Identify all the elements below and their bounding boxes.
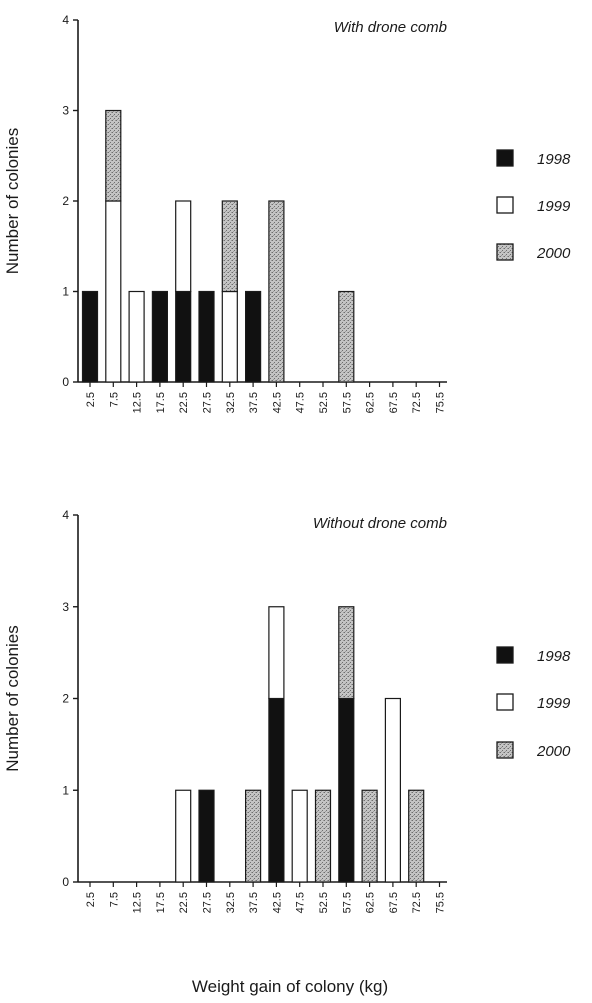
x-tick-label: 27.5 [202, 892, 214, 913]
bar-1999-32-5 [221, 290, 238, 383]
bar-2000-57-5 [338, 606, 355, 700]
x-tick-label: 75.5 [435, 392, 447, 413]
bar-1999-47-5 [291, 789, 308, 883]
x-tick-label: 67.5 [388, 392, 400, 413]
bar-1999-67-5 [384, 697, 401, 883]
x-tick-label: 32.5 [225, 892, 237, 913]
x-tick-label: 37.5 [248, 392, 260, 413]
x-tick-label: 75.5 [435, 892, 447, 913]
legend-swatch-2000 [496, 741, 514, 759]
x-tick-label: 62.5 [365, 392, 377, 413]
legend-swatch-2000 [496, 243, 514, 261]
bar-2000-7-5 [105, 109, 122, 202]
x-tick-label: 52.5 [318, 392, 330, 413]
bar-2000-57-5 [338, 290, 355, 383]
x-tick-label: 72.5 [411, 892, 423, 913]
bar-1998-22-5 [175, 290, 192, 383]
y-tick-label: 4 [62, 13, 69, 27]
x-tick-label: 12.5 [132, 392, 144, 413]
x-tick-label: 37.5 [248, 892, 260, 913]
x-tick-label: 57.5 [341, 892, 353, 913]
x-tick-label: 7.5 [108, 392, 120, 407]
legend-label-1998: 1998 [537, 648, 571, 665]
x-tick-label: 2.5 [85, 892, 97, 907]
bar-1998-27-5 [198, 290, 215, 383]
panel-title: Without drone comb [313, 515, 447, 532]
bar-2000-62-5 [361, 789, 378, 883]
legend-label-2000: 2000 [536, 743, 571, 760]
x-tick-label: 17.5 [155, 392, 167, 413]
x-tick-label: 12.5 [132, 892, 144, 913]
x-tick-label: 57.5 [341, 392, 353, 413]
y-tick-label: 3 [62, 104, 69, 118]
y-tick-label: 1 [62, 783, 69, 797]
x-tick-label: 17.5 [155, 892, 167, 913]
bar-1998-27-5 [198, 789, 215, 883]
y-tick-label: 1 [62, 285, 69, 299]
x-tick-label: 42.5 [271, 392, 283, 413]
x-tick-label: 27.5 [202, 392, 214, 413]
x-tick-label: 22.5 [178, 892, 190, 913]
x-tick-label: 22.5 [178, 392, 190, 413]
legend-swatch-1999 [496, 196, 514, 214]
bar-1999-7-5 [105, 200, 122, 383]
y-tick-label: 4 [62, 508, 69, 522]
x-tick-label: 32.5 [225, 392, 237, 413]
legend-label-1999: 1999 [537, 198, 571, 215]
y-tick-label: 0 [62, 875, 69, 889]
legend-swatch-1998 [496, 646, 514, 664]
bar-2000-42-5 [268, 200, 285, 383]
y-tick-label: 2 [62, 692, 69, 706]
legend-label-1999: 1999 [537, 695, 571, 712]
y-tick-label: 2 [62, 194, 69, 208]
panel-title: With drone comb [334, 19, 447, 36]
bar-1998-37-5 [245, 290, 262, 383]
x-axis-label: Weight gain of colony (kg) [192, 977, 388, 996]
bar-2000-37-5 [245, 789, 262, 883]
legend-swatch-1998 [496, 149, 514, 167]
legend-swatch-1999 [496, 693, 514, 711]
y-axis-label: Number of colonies [3, 625, 22, 771]
bar-2000-72-5 [408, 789, 425, 883]
bar-1998-2-5 [81, 290, 99, 383]
bar-1998-17-5 [151, 290, 168, 383]
bar-1999-22-5 [175, 789, 192, 883]
legend-label-1998: 1998 [537, 151, 571, 168]
bar-1999-22-5 [175, 200, 192, 293]
bar-2000-52-5 [314, 789, 332, 883]
x-tick-label: 47.5 [295, 392, 307, 413]
x-tick-label: 62.5 [365, 892, 377, 913]
x-tick-label: 2.5 [85, 392, 97, 407]
y-tick-label: 3 [62, 600, 69, 614]
bar-1999-12-5 [128, 290, 145, 383]
chart-panel-without-drone-comb: 0 1 2 3 4 Number of colonies Without drone com… [3, 508, 571, 913]
legend-label-2000: 2000 [536, 245, 571, 262]
x-tick-label: 72.5 [411, 392, 423, 413]
y-axis-label: Number of colonies [3, 128, 22, 274]
bar-1998-57-5 [338, 697, 355, 883]
x-tick-label: 67.5 [388, 892, 400, 913]
chart-panel-with-drone-comb: 0 1 2 3 4 Number of colonies With drone comb 2.… [3, 13, 571, 413]
x-tick-label: 47.5 [295, 892, 307, 913]
x-tick-label: 7.5 [108, 892, 120, 907]
x-tick-label: 42.5 [271, 892, 283, 913]
y-tick-label: 0 [62, 375, 69, 389]
bar-2000-32-5 [221, 200, 238, 293]
x-tick-label: 52.5 [318, 892, 330, 913]
bar-1998-42-5 [268, 697, 285, 883]
bar-1999-42-5 [268, 606, 285, 700]
